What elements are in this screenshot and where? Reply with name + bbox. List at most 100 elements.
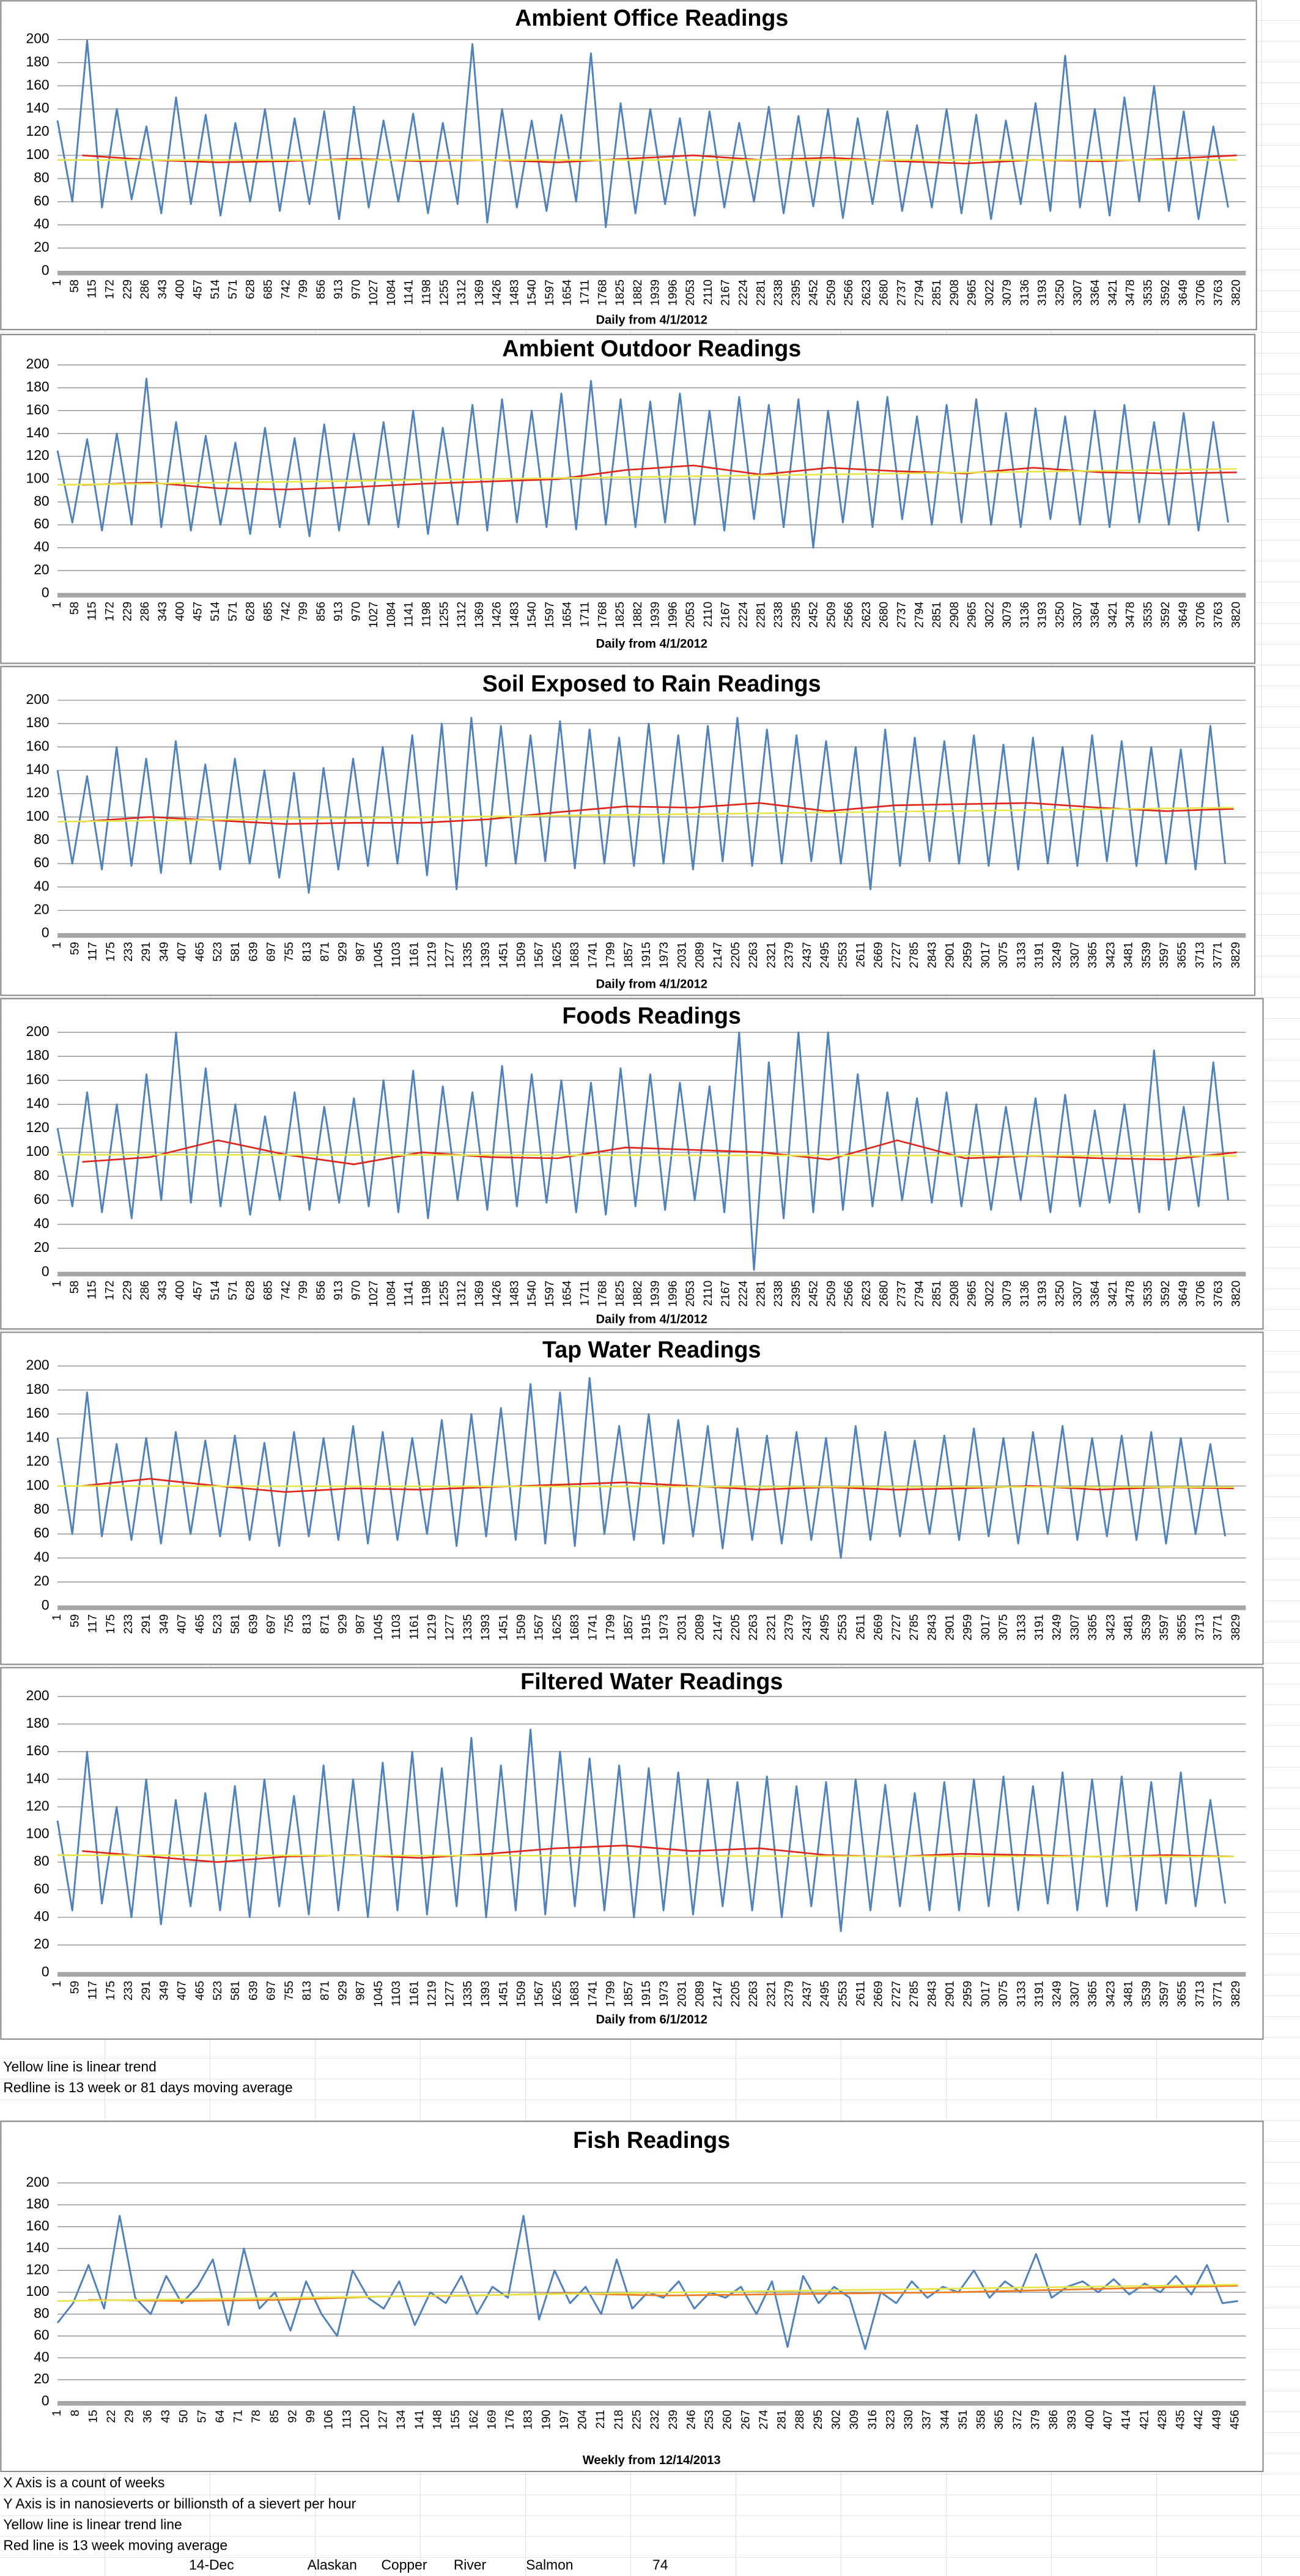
x-tick-label: 172 (103, 279, 117, 299)
x-tick-label: 3421 (1106, 602, 1120, 628)
x-tick-label: 3364 (1088, 602, 1102, 628)
x-tick-label: 457 (191, 1281, 204, 1300)
x-tick-label: 2553 (836, 942, 849, 968)
x-axis-bar (57, 2401, 1246, 2406)
x-tick-label: 1451 (497, 1981, 510, 2007)
x-tick-label: 1369 (473, 279, 486, 306)
y-tick-label: 180 (26, 379, 50, 394)
y-tick-label: 40 (34, 1215, 49, 1231)
x-tick-label: 523 (211, 1981, 224, 2000)
x-tick-label: 113 (340, 2410, 353, 2429)
y-tick-label: 60 (34, 193, 49, 209)
x-tick-label: 291 (139, 1614, 153, 1634)
y-tick-label: 120 (26, 785, 50, 801)
cell: River (454, 2557, 487, 2573)
x-tick-label: 197 (558, 2410, 571, 2429)
x-tick-label: 1045 (372, 1614, 385, 1640)
x-tick-label: 3829 (1229, 1614, 1243, 1640)
x-tick-label: 3075 (997, 1981, 1010, 2007)
x-tick-label: 987 (354, 1614, 367, 1634)
x-tick-label: 2437 (800, 1981, 814, 2007)
x-tick-label: 64 (213, 2410, 227, 2423)
y-tick-label: 160 (26, 76, 50, 92)
x-tick-label: 3022 (983, 279, 996, 306)
x-axis-title: Daily from 6/1/2012 (596, 2013, 707, 2027)
x-tick-label: 1625 (550, 1614, 564, 1640)
x-tick-label: 1084 (385, 1281, 398, 1307)
x-tick-label: 523 (211, 1614, 224, 1634)
x-tick-label: 2031 (675, 1614, 689, 1640)
y-tick-label: 20 (34, 2371, 49, 2386)
x-tick-label: 2843 (925, 1981, 939, 2007)
x-tick-label: 2031 (675, 1981, 689, 2007)
x-tick-label: 3423 (1104, 942, 1117, 968)
y-tick-label: 180 (26, 2196, 50, 2211)
x-tick-label: 2737 (895, 602, 908, 628)
y-tick-label: 80 (34, 1501, 49, 1517)
x-tick-label: 1369 (473, 602, 486, 628)
chart-title: Soil Exposed to Rain Readings (482, 671, 821, 697)
x-tick-label: 1683 (568, 1614, 582, 1640)
x-tick-label: 2727 (890, 1614, 903, 1640)
x-tick-label: 3706 (1194, 279, 1208, 306)
y-tick-label: 120 (26, 1119, 50, 1135)
x-tick-label: 58 (68, 279, 81, 293)
x-tick-label: 2901 (944, 1981, 957, 2007)
x-tick-label: 2623 (860, 602, 873, 628)
x-tick-label: 1451 (497, 942, 510, 968)
x-tick-label: 2843 (925, 1614, 939, 1640)
x-tick-label: 2509 (824, 279, 838, 306)
x-tick-label: 2089 (693, 942, 707, 968)
x-tick-label: 2395 (789, 1281, 803, 1307)
x-tick-label: 639 (246, 1614, 260, 1634)
x-tick-label: 3423 (1104, 1981, 1117, 2007)
x-tick-label: 183 (522, 2410, 535, 2429)
x-tick-label: 2669 (872, 1614, 885, 1640)
y-tick-label: 200 (26, 1357, 50, 1373)
y-tick-label: 140 (26, 100, 50, 116)
x-tick-label: 1426 (490, 279, 504, 306)
data-line (57, 1485, 1234, 1489)
x-tick-label: 1141 (402, 602, 416, 627)
y-tick-label: 200 (26, 2174, 50, 2189)
data-line (57, 807, 1234, 823)
x-tick-label: 3535 (1141, 279, 1154, 306)
x-tick-label: 1103 (390, 942, 403, 968)
x-tick-label: 813 (300, 1614, 314, 1634)
x-tick-label: 3307 (1071, 602, 1084, 628)
x-tick-label: 1335 (461, 1614, 475, 1640)
x-tick-label: 581 (229, 1614, 242, 1634)
x-tick-label: 428 (1156, 2410, 1169, 2429)
x-tick-label: 1857 (622, 1981, 635, 2007)
x-tick-label: 3592 (1159, 602, 1172, 628)
x-tick-label: 2843 (925, 942, 939, 968)
x-tick-label: 400 (1083, 2410, 1096, 2429)
x-tick-label: 2737 (895, 1281, 908, 1307)
x-tick-label: 799 (297, 602, 310, 621)
x-tick-label: 2281 (754, 602, 767, 628)
x-tick-label: 2669 (872, 1981, 885, 2007)
y-tick-label: 60 (34, 516, 49, 531)
x-tick-label: 2224 (736, 602, 750, 628)
x-tick-label: 1939 (649, 279, 662, 306)
x-tick-label: 2167 (719, 1281, 733, 1307)
x-tick-label: 2053 (684, 279, 697, 306)
x-tick-label: 2959 (961, 942, 975, 968)
x-tick-label: 2495 (818, 942, 832, 968)
x-tick-label: 1915 (640, 942, 653, 968)
x-tick-label: 3478 (1124, 1281, 1137, 1307)
y-tick-label: 160 (26, 401, 50, 417)
x-tick-label: 407 (175, 1614, 189, 1634)
data-line (82, 464, 1237, 490)
data-line (57, 468, 1237, 486)
x-tick-label: 316 (866, 2410, 879, 2429)
x-tick-label: 2338 (772, 1281, 785, 1307)
y-tick-label: 0 (42, 1597, 50, 1613)
x-tick-label: 1768 (596, 602, 609, 628)
x-tick-label: 2794 (912, 279, 926, 306)
x-tick-label: 2669 (872, 942, 885, 968)
y-tick-label: 120 (26, 1453, 50, 1469)
cell: Alaskan (308, 2557, 357, 2573)
x-tick-label: 3539 (1140, 1614, 1153, 1640)
x-tick-label: 1625 (550, 1981, 564, 2007)
